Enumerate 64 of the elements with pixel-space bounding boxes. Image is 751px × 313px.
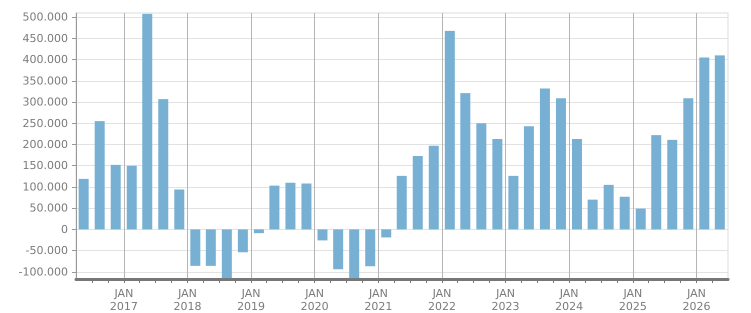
bar	[110, 164, 121, 230]
bar	[190, 229, 200, 266]
y-tick-label: 400.000	[22, 53, 68, 66]
bar	[492, 139, 502, 230]
x-tick-label: JAN 2025	[618, 287, 647, 313]
bar	[540, 88, 550, 230]
bar	[444, 30, 455, 230]
bar	[667, 140, 678, 230]
bar	[238, 229, 248, 252]
bar	[714, 55, 725, 230]
y-tick-label: 500.000	[22, 10, 68, 24]
bar	[222, 229, 232, 278]
y-tick-label: 350.000	[22, 74, 68, 88]
bar	[396, 176, 407, 230]
bar	[651, 135, 662, 230]
bar	[460, 93, 470, 230]
y-tick-label: 50.000	[30, 202, 68, 215]
bar	[142, 14, 152, 230]
x-tick-label: JAN 2026	[682, 287, 710, 313]
bar	[349, 229, 360, 278]
bar	[381, 229, 392, 238]
y-tick-label: 200.000	[22, 138, 68, 152]
bar	[428, 146, 439, 230]
bar	[620, 196, 630, 230]
x-tick-label: JAN 2020	[300, 287, 329, 313]
bar	[524, 126, 534, 230]
bar	[508, 176, 518, 230]
y-tick-label: 100.000	[22, 180, 68, 194]
bar	[333, 229, 344, 270]
y-tick-label: 150.000	[22, 159, 68, 172]
y-tick-label: 0	[61, 222, 68, 236]
bar	[317, 229, 328, 240]
x-tick-label: JAN 2018	[173, 287, 202, 313]
bar	[699, 58, 710, 230]
bar	[556, 98, 566, 230]
bar	[588, 200, 598, 230]
bar	[285, 182, 296, 230]
bar	[636, 208, 646, 230]
y-tick-label: -100.000	[18, 265, 68, 278]
bar	[683, 98, 694, 230]
bar	[254, 229, 264, 234]
y-tick-label: -50.000	[26, 244, 68, 258]
bar	[94, 121, 105, 230]
bar	[174, 189, 184, 230]
bar	[269, 186, 280, 230]
bar	[604, 184, 614, 230]
x-tick-label: JAN 2017	[110, 287, 138, 313]
bar	[78, 178, 89, 230]
bar	[365, 229, 376, 266]
bar	[126, 166, 137, 230]
y-tick-label: 450.000	[22, 32, 68, 45]
y-tick-label: 300.000	[22, 96, 68, 109]
bar	[412, 156, 423, 230]
x-tick-label: JAN 2024	[555, 287, 584, 313]
bar	[476, 123, 486, 230]
x-tick-label: JAN 2021	[364, 287, 392, 313]
bar	[206, 229, 216, 266]
x-tick-label: JAN 2023	[492, 287, 520, 313]
x-tick-label: JAN 2022	[428, 287, 456, 313]
y-tick-label: 250.000	[22, 116, 68, 130]
bar	[301, 184, 312, 230]
bar	[572, 139, 582, 230]
bar	[158, 99, 168, 230]
x-tick-label: JAN 2019	[237, 287, 266, 313]
